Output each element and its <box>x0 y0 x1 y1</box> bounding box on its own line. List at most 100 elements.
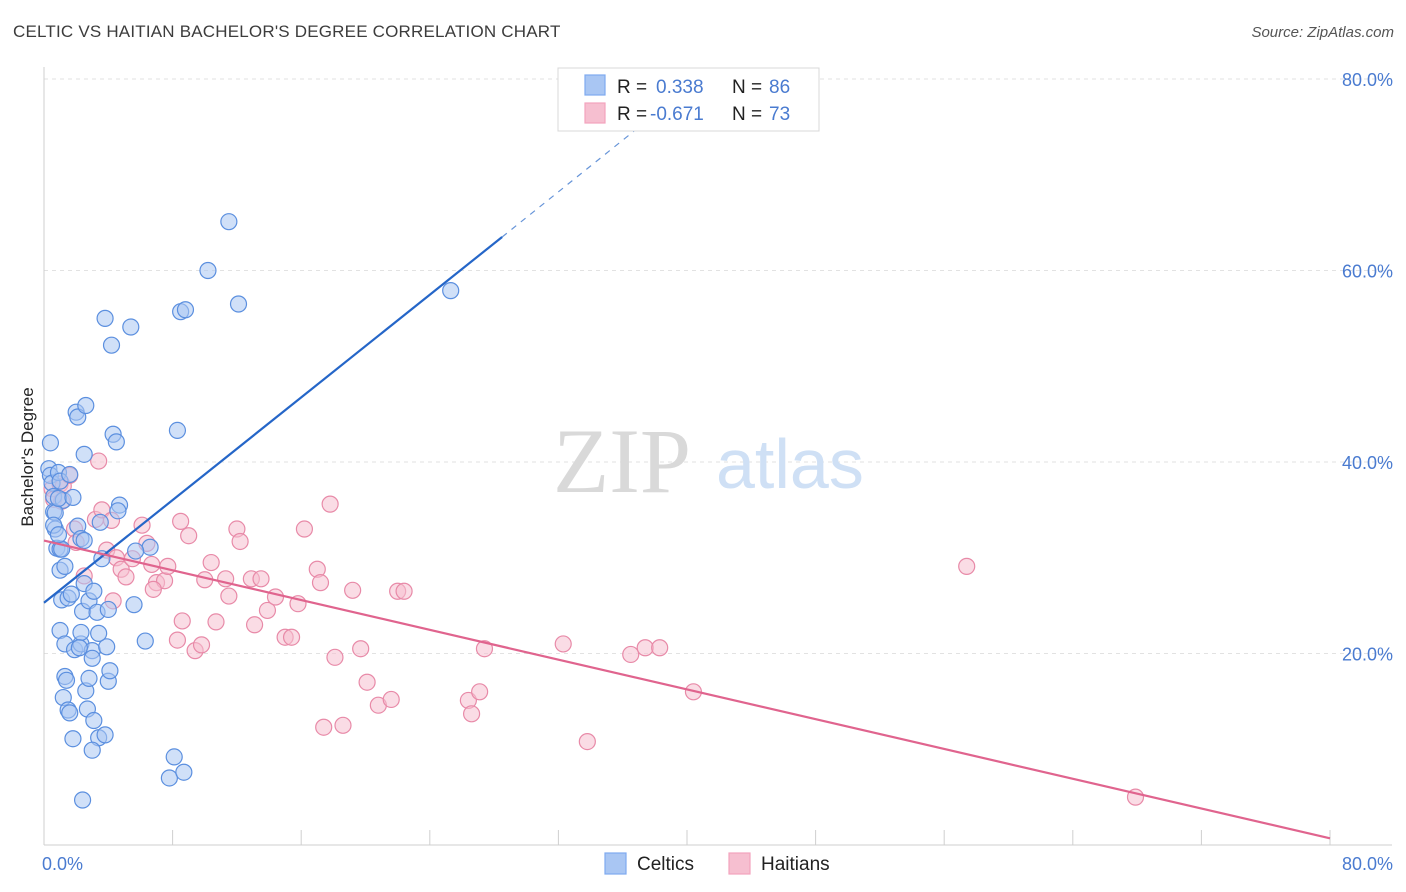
celtics-points <box>40 213 460 809</box>
celtics-point <box>91 513 109 531</box>
haitians-point <box>344 581 362 599</box>
y-tick-label: 80.0% <box>1342 70 1393 90</box>
watermark: ZIP atlas <box>553 410 864 512</box>
haitians-point <box>172 512 190 530</box>
y-axis-label: Bachelor's Degree <box>18 387 37 526</box>
tick-labels: 20.0% 40.0% 60.0% 80.0% 0.0% 80.0% <box>42 70 1393 874</box>
celtics-point <box>83 649 101 667</box>
celtics-trend-line <box>43 236 503 604</box>
haitians-point <box>622 645 640 664</box>
celtics-point <box>122 318 140 336</box>
celtics-point <box>175 763 193 781</box>
celtics-point <box>109 502 127 520</box>
bottom-legend-celtics: Celtics <box>637 854 694 875</box>
haitians-point <box>315 718 333 736</box>
x-tick-label: 0.0% <box>42 854 83 874</box>
y-tick-label: 40.0% <box>1342 453 1393 473</box>
legend-swatch-celtics <box>584 74 606 96</box>
watermark-zip: ZIP <box>553 410 691 512</box>
celtics-point <box>61 465 79 484</box>
haitians-point <box>90 452 108 470</box>
legend-swatch-haitians <box>584 102 606 124</box>
haitians-point <box>202 553 220 572</box>
celtics-point <box>41 434 60 452</box>
celtics-point <box>165 748 183 766</box>
bottom-legend-swatch-haitians <box>728 852 751 875</box>
haitians-point <box>192 636 211 654</box>
celtics-point <box>96 309 114 327</box>
celtics-point <box>72 623 90 642</box>
legend-r-label-1: R = <box>617 77 647 98</box>
celtics-point <box>102 336 121 354</box>
haitians-point <box>462 705 481 723</box>
haitians-point <box>159 557 177 575</box>
celtics-point <box>83 741 101 759</box>
chart-title: CELTIC VS HAITIAN BACHELOR'S DEGREE CORR… <box>13 22 561 41</box>
y-tick-label: 20.0% <box>1342 645 1393 665</box>
haitians-point <box>258 601 277 620</box>
celtics-point <box>57 671 76 689</box>
haitians-point <box>958 557 976 575</box>
haitians-point <box>311 574 330 592</box>
haitians-point <box>168 631 187 649</box>
celtics-point <box>61 704 79 722</box>
haitians-point <box>282 628 301 646</box>
haitians-point <box>382 690 400 709</box>
celtics-point <box>75 531 93 550</box>
haitians-point <box>220 587 238 605</box>
haitians-point <box>144 580 162 598</box>
celtics-point <box>85 582 103 600</box>
celtics-point <box>62 585 80 603</box>
axes <box>43 67 1392 846</box>
haitians-point <box>395 582 413 600</box>
haitians-point <box>321 495 339 513</box>
legend-r-value-haitians: -0.671 <box>650 104 704 125</box>
haitians-point <box>578 732 596 751</box>
y-tick-label: 60.0% <box>1342 262 1393 282</box>
haitians-point <box>231 532 249 551</box>
celtics-point <box>199 261 217 280</box>
celtics-point <box>85 711 103 730</box>
celtics-point <box>168 421 187 440</box>
haitians-point <box>358 673 376 691</box>
celtics-point <box>98 638 116 656</box>
celtics-point <box>64 488 82 507</box>
haitians-point <box>651 639 669 657</box>
celtics-point <box>229 295 248 313</box>
legend-r-value-celtics: 0.338 <box>656 77 704 98</box>
haitians-point <box>352 640 370 658</box>
legend-n-value-haitians: 73 <box>769 104 790 125</box>
celtics-point <box>127 542 145 560</box>
celtics-point <box>49 489 68 507</box>
haitians-point <box>252 570 270 588</box>
celtics-point <box>160 769 178 787</box>
celtics-point <box>220 213 238 231</box>
celtics-point <box>176 301 195 319</box>
celtics-point <box>99 600 117 619</box>
haitians-trend-line <box>43 539 1331 840</box>
legend-n-label-2: N = <box>732 104 762 125</box>
source-credit: Source: ZipAtlas.com <box>1251 24 1394 41</box>
haitians-point <box>475 640 494 658</box>
celtics-point <box>49 526 68 544</box>
haitians-point <box>207 613 225 631</box>
celtics-point <box>75 445 93 463</box>
celtics-point <box>141 538 159 556</box>
bottom-legend-haitians: Haitians <box>761 854 830 875</box>
celtics-point <box>125 596 143 614</box>
legend-r-label-2: R = <box>617 104 647 125</box>
celtics-point <box>64 730 82 748</box>
series-legend: Celtics Haitians <box>604 852 830 875</box>
celtics-point <box>73 791 92 809</box>
celtics-point <box>80 669 98 687</box>
correlation-legend: R = 0.338 N = 86 R = -0.671 N = 73 <box>557 67 820 132</box>
haitians-point <box>334 716 352 734</box>
haitians-point <box>471 683 489 701</box>
haitians-point <box>180 527 198 545</box>
celtics-point <box>77 396 95 415</box>
celtics-point <box>96 726 114 744</box>
haitians-point <box>326 648 344 666</box>
celtics-point <box>107 433 125 451</box>
x-tick-label: 80.0% <box>1342 854 1393 874</box>
